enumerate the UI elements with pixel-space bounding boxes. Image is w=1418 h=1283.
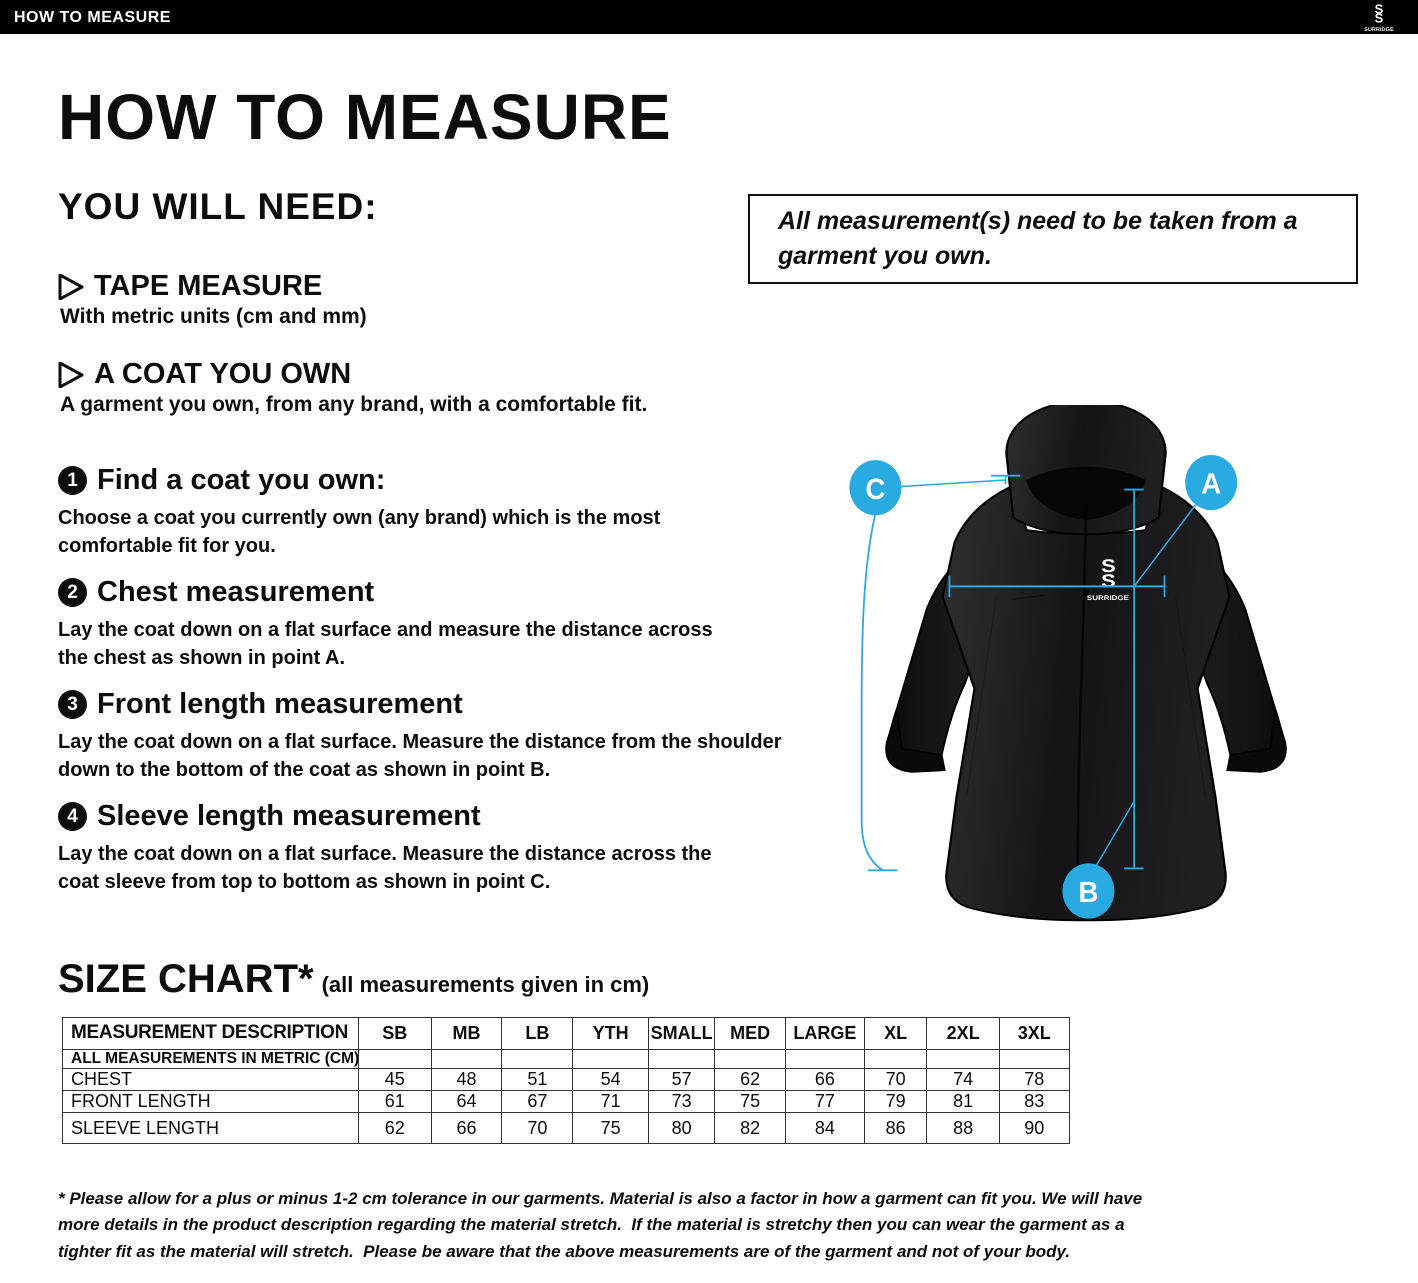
svg-text:SURRIDGE: SURRIDGE xyxy=(1364,27,1394,33)
svg-text:S: S xyxy=(1375,11,1384,26)
svg-text:B: B xyxy=(1078,876,1098,909)
svg-text:A: A xyxy=(1201,468,1221,501)
svg-text:C: C xyxy=(865,473,885,506)
